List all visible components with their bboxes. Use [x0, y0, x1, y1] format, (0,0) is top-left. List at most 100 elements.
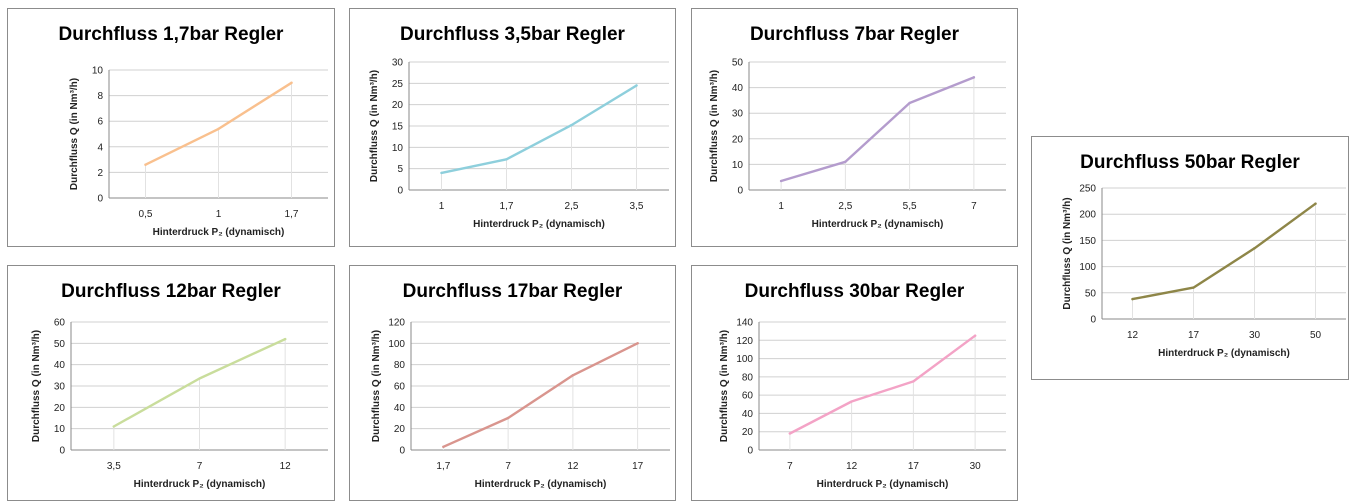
y-tick-label: 30	[392, 58, 404, 69]
x-tick-label: 17	[1188, 330, 1200, 341]
data-point	[779, 179, 783, 183]
y-tick-label: 6	[97, 117, 103, 128]
x-tick-label: 3,5	[630, 201, 644, 212]
chart-title: Durchfluss 17bar Regler	[403, 281, 623, 302]
x-axis-label: Hinterdruck P₂ (dynamisch)	[153, 227, 285, 238]
chart-title: Durchfluss 50bar Regler	[1080, 152, 1300, 173]
series-line	[788, 334, 977, 435]
x-tick-label: 2,5	[838, 201, 852, 212]
y-tick-label: 120	[736, 336, 753, 347]
x-tick-label: 30	[970, 461, 982, 472]
x-tick-label: 7	[971, 201, 977, 212]
data-point	[788, 432, 792, 435]
chart-svg: Durchfluss 12bar Regler 0 10 20 30 40 50 60 3,5 7…	[31, 281, 328, 490]
y-axis-label: Durchfluss Q (in Nm³/h)	[31, 330, 42, 442]
series-line	[442, 342, 639, 449]
y-tick-label: 200	[1079, 210, 1096, 221]
data-point	[973, 334, 977, 337]
y-tick-label: 100	[1079, 262, 1096, 273]
x-tick-label: 1,7	[500, 201, 514, 212]
chart-svg: Durchfluss 17bar Regler 0 20 40 60 80 100 120 1,…	[371, 281, 670, 490]
x-tick-label: 12	[1127, 330, 1139, 341]
y-tick-label: 150	[1079, 236, 1096, 247]
chart-panel-17bar: Durchfluss 17bar Regler 0 20 40 60 80 100 120 1,…	[349, 265, 676, 501]
y-tick-label: 4	[97, 142, 103, 153]
y-tick-label: 100	[388, 339, 405, 350]
data-point	[1253, 247, 1256, 250]
y-tick-label: 0	[737, 186, 743, 197]
data-point	[1314, 202, 1317, 205]
data-point	[912, 380, 915, 383]
y-tick-label: 5	[397, 164, 403, 175]
y-axis-label: Durchfluss Q (in Nm³/h)	[371, 330, 382, 442]
chart-title: Durchfluss 7bar Regler	[750, 24, 960, 45]
data-point	[442, 445, 445, 448]
y-tick-label: 15	[392, 122, 404, 133]
y-tick-label: 50	[54, 339, 66, 350]
data-point	[283, 337, 287, 341]
y-tick-label: 40	[54, 360, 66, 371]
data-point	[198, 377, 201, 380]
data-point	[571, 374, 575, 377]
data-point	[972, 76, 976, 79]
x-tick-label: 1,7	[436, 461, 450, 472]
y-tick-label: 10	[392, 143, 404, 154]
y-tick-label: 80	[742, 372, 754, 383]
x-tick-label: 12	[280, 461, 292, 472]
chart-svg: Durchfluss 7bar Regler 0 10 20 30 40 50 1 2,5 5,5…	[709, 24, 1006, 230]
y-tick-label: 40	[742, 409, 754, 420]
y-tick-label: 60	[742, 391, 754, 402]
y-tick-label: 250	[1079, 184, 1096, 195]
x-tick-label: 17	[908, 461, 920, 472]
y-tick-label: 50	[1085, 288, 1097, 299]
y-tick-label: 140	[736, 318, 753, 329]
chart-panel-7bar: Durchfluss 7bar Regler 0 10 20 30 40 50 1 2,5 5,5…	[691, 8, 1018, 247]
y-tick-label: 0	[397, 186, 403, 197]
y-tick-label: 8	[97, 91, 103, 102]
chart-title: Durchfluss 1,7bar Regler	[59, 24, 285, 45]
x-tick-label: 2,5	[565, 201, 579, 212]
y-tick-label: 60	[394, 382, 406, 393]
y-tick-label: 20	[732, 134, 744, 145]
y-tick-label: 120	[388, 318, 405, 329]
data-point	[635, 84, 638, 87]
y-tick-label: 40	[394, 403, 406, 414]
y-tick-label: 0	[399, 446, 405, 457]
y-tick-label: 10	[732, 160, 744, 171]
y-tick-label: 25	[392, 79, 404, 90]
y-tick-label: 30	[732, 109, 744, 120]
x-tick-label: 3,5	[107, 461, 121, 472]
x-tick-label: 50	[1310, 330, 1322, 341]
data-point	[112, 425, 116, 428]
chart-title: Durchfluss 12bar Regler	[61, 281, 281, 302]
y-axis-label: Durchfluss Q (in Nm³/h)	[369, 70, 380, 182]
x-axis-label: Hinterdruck P₂ (dynamisch)	[1158, 348, 1290, 359]
y-tick-label: 100	[736, 354, 753, 365]
x-tick-label: 12	[846, 461, 858, 472]
y-tick-label: 10	[54, 424, 66, 435]
x-tick-label: 30	[1249, 330, 1261, 341]
y-tick-label: 0	[59, 446, 65, 457]
x-tick-label: 7	[197, 461, 203, 472]
data-point	[636, 342, 639, 345]
y-tick-label: 40	[732, 83, 744, 94]
chart-panel-3-5bar: Durchfluss 3,5bar Regler 0 5 10 15 20 25 30 1 1,7…	[349, 8, 676, 247]
data-point	[1131, 297, 1134, 301]
x-tick-label: 1	[778, 201, 784, 212]
x-tick-label: 1	[216, 209, 222, 220]
data-point	[217, 127, 220, 131]
y-tick-label: 30	[54, 382, 66, 393]
data-point	[440, 171, 443, 175]
chart-title: Durchfluss 3,5bar Regler	[400, 24, 626, 45]
y-tick-label: 80	[394, 360, 406, 371]
x-axis-label: Hinterdruck P₂ (dynamisch)	[812, 219, 944, 230]
series-line	[440, 84, 638, 175]
chart-title: Durchfluss 30bar Regler	[745, 281, 965, 302]
y-tick-label: 60	[54, 318, 66, 329]
y-tick-label: 20	[394, 424, 406, 435]
y-tick-label: 10	[92, 66, 104, 77]
x-axis-label: Hinterdruck P₂ (dynamisch)	[817, 479, 949, 490]
x-tick-label: 7	[787, 461, 793, 472]
y-tick-label: 0	[1090, 315, 1096, 326]
data-point	[505, 158, 508, 161]
